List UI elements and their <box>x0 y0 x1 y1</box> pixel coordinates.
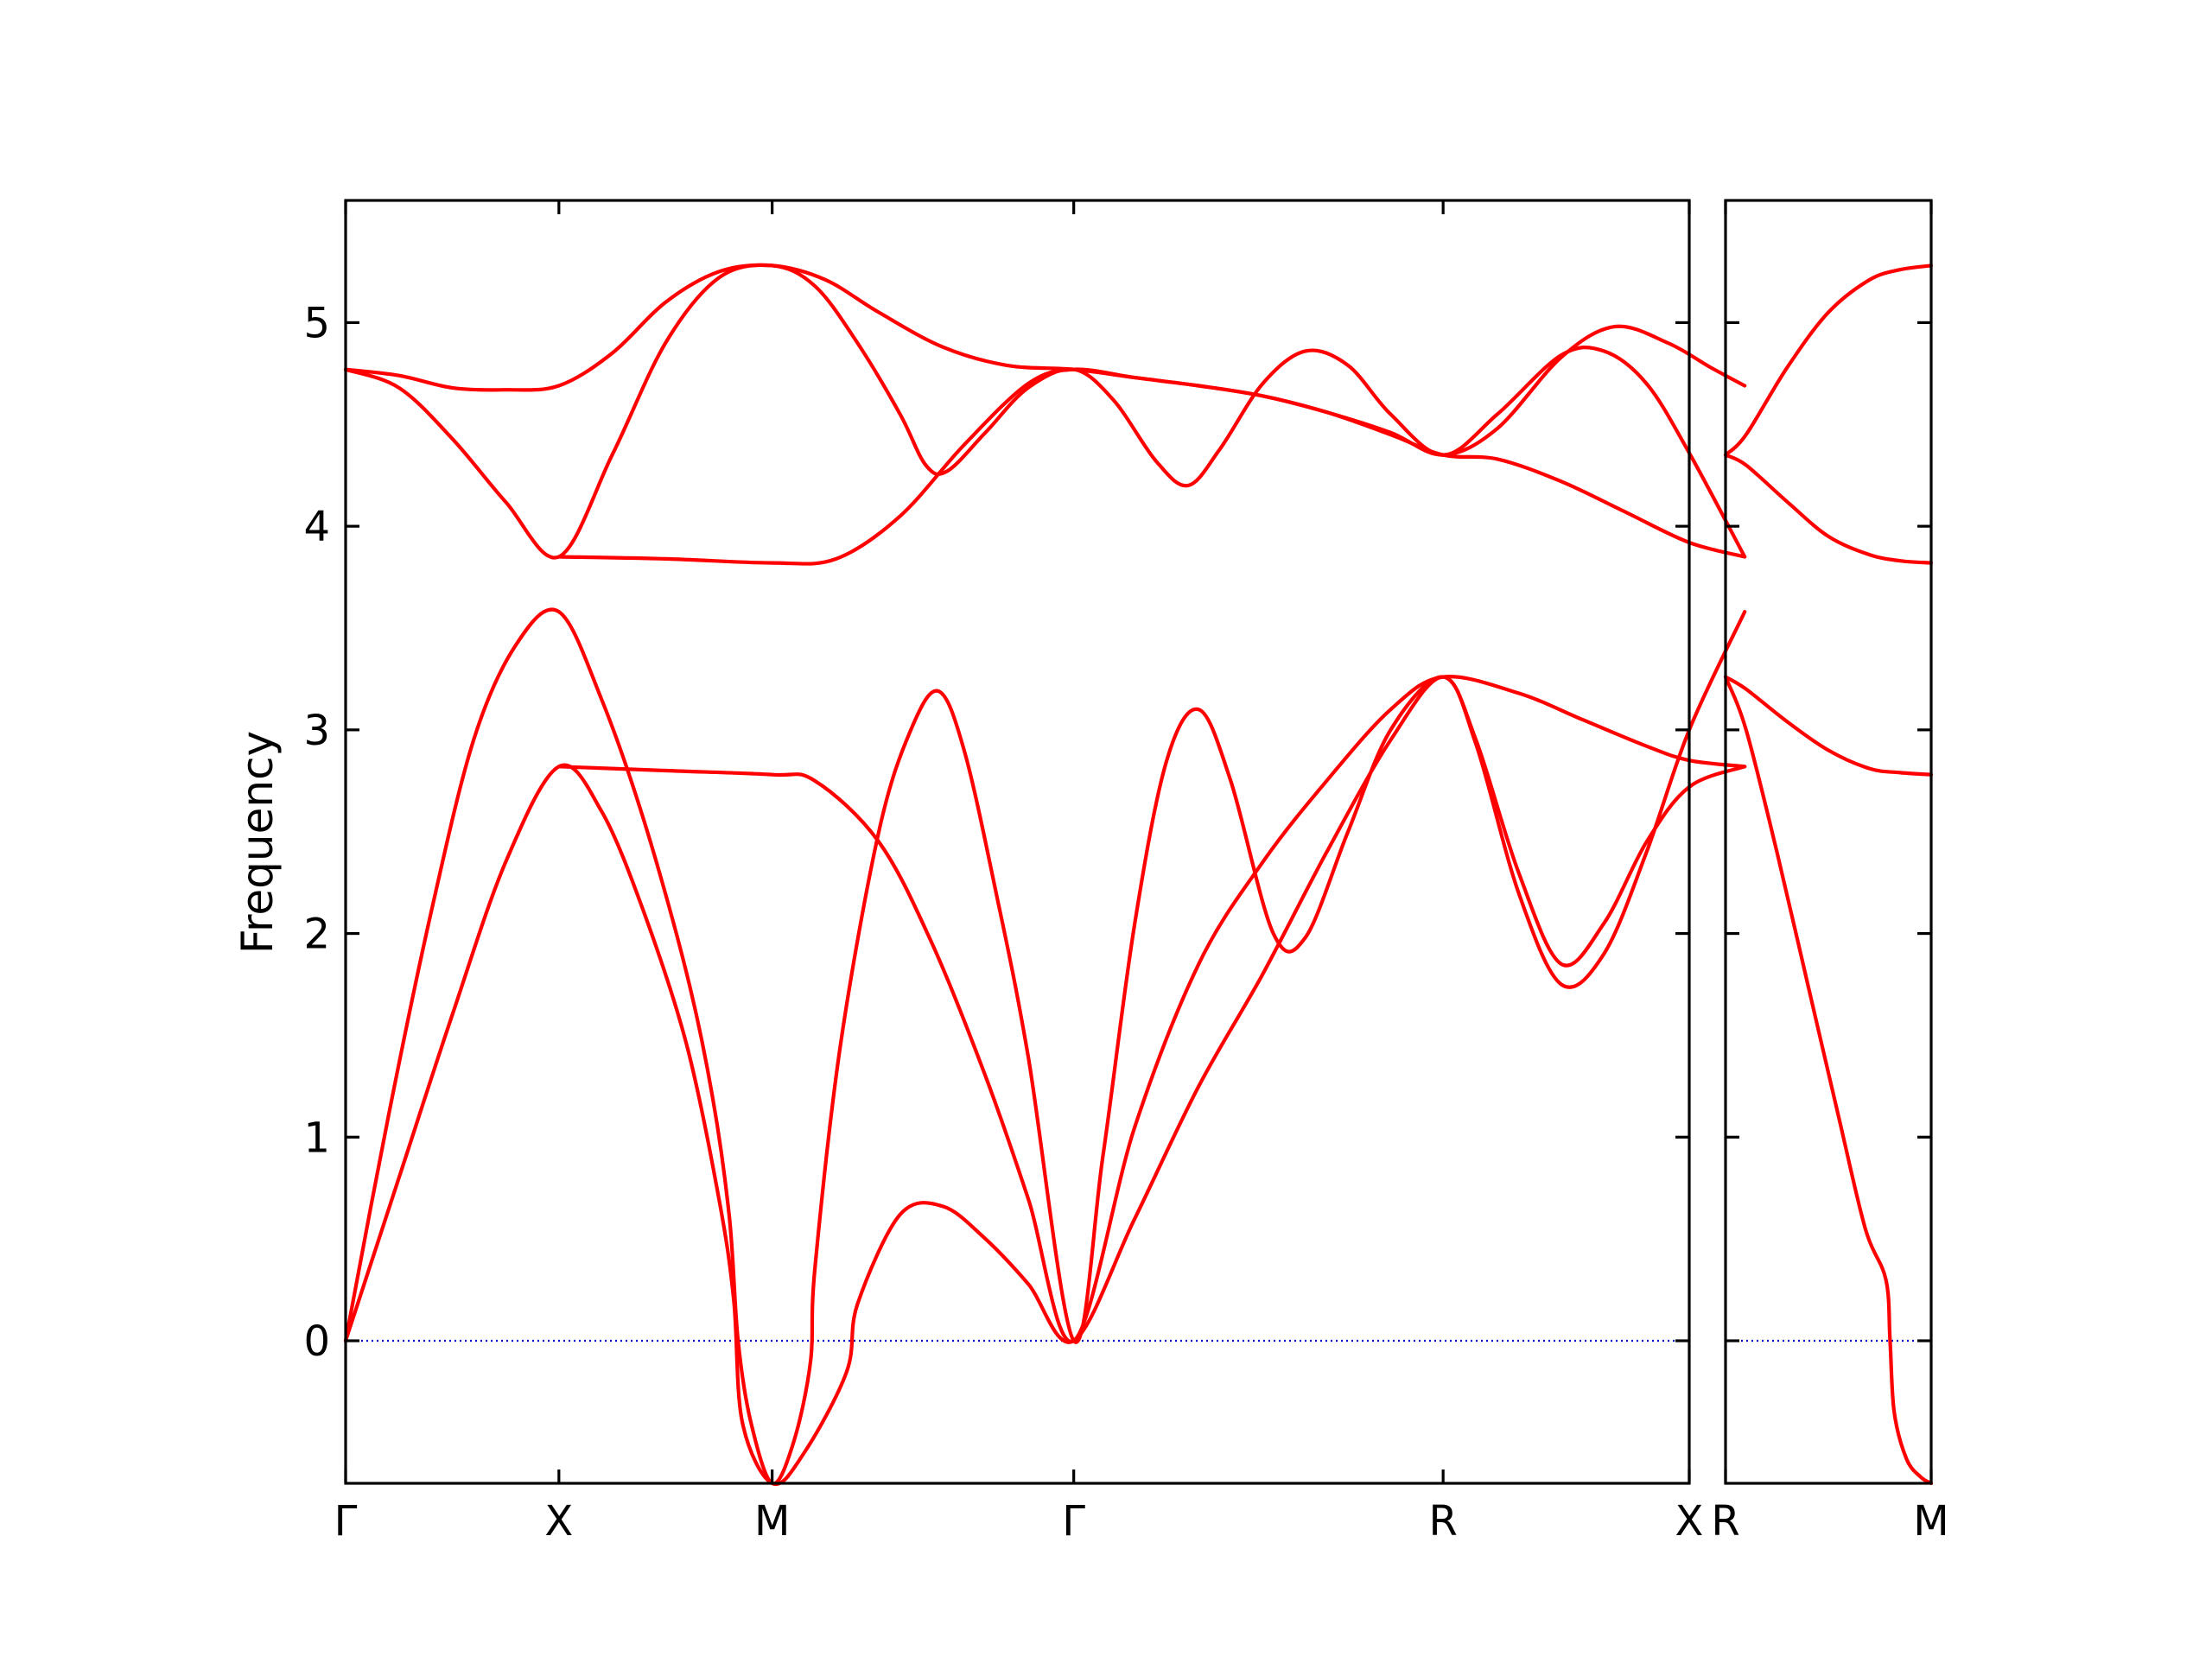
x-tick-label: Γ <box>334 1497 358 1546</box>
band-main-4 <box>343 607 1747 1486</box>
y-tick-label: 0 <box>303 1317 330 1366</box>
band-main-1 <box>343 263 1747 559</box>
y-axis-label: Frequency <box>232 731 283 954</box>
band-side-2 <box>1723 453 1934 565</box>
band-main-5 <box>343 610 1747 1487</box>
y-tick-label: 2 <box>303 911 330 959</box>
x-tick-label: R <box>1711 1497 1739 1546</box>
axes-frame-main <box>344 199 1691 1485</box>
band-main-2 <box>343 263 1747 560</box>
band-lines <box>343 263 1934 1487</box>
y-tick-label: 4 <box>303 503 330 551</box>
x-tick-label: Γ <box>1062 1497 1085 1546</box>
y-tick-label: 5 <box>303 299 330 347</box>
y-tick-label: 3 <box>303 707 330 755</box>
x-tick-label: M <box>1913 1497 1948 1546</box>
y-tick-label: 1 <box>303 1114 330 1162</box>
band-side-1 <box>1723 263 1934 457</box>
band-main-6 <box>556 675 1747 1344</box>
band-side-4 <box>1723 675 1934 1486</box>
x-tick-label: X <box>544 1497 573 1546</box>
band-side-3 <box>1723 675 1934 777</box>
axes-frame-side <box>1724 199 1933 1485</box>
x-tick-label: R <box>1428 1497 1457 1546</box>
x-tick-label: X <box>1675 1497 1704 1546</box>
band-main-3 <box>556 324 1747 566</box>
x-tick-label: M <box>754 1497 790 1546</box>
